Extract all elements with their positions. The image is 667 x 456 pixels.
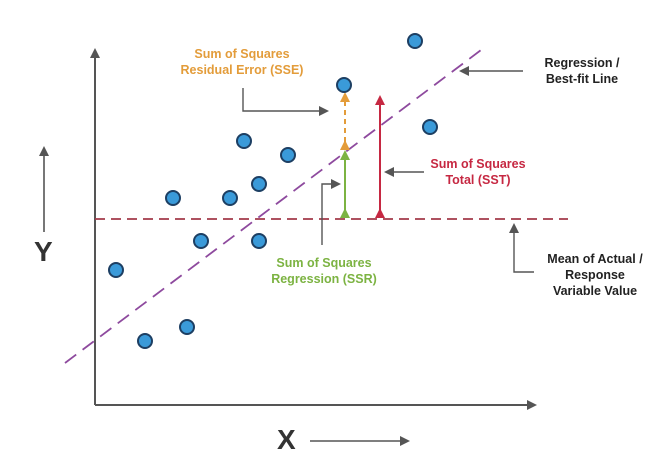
sst-label: Sum of Squares Total (SST): [413, 156, 543, 188]
ssr-label: Sum of Squares Regression (SSR): [254, 255, 394, 287]
data-point: [251, 233, 267, 249]
mean-label: Mean of Actual / Response Variable Value: [536, 251, 654, 299]
x-axis-label: X: [277, 424, 296, 455]
sse-label-line1: Sum of Squares: [194, 47, 290, 61]
data-point: [251, 176, 267, 192]
mean-label-line1: Mean of Actual /: [547, 252, 643, 266]
ssr-label-line2: Regression (SSR): [271, 272, 377, 286]
data-point: [422, 119, 438, 135]
data-point: [137, 333, 153, 349]
ssr-label-line1: Sum of Squares: [276, 256, 372, 270]
mean-label-line2: Response: [565, 268, 625, 282]
regression-label-line1: Regression /: [544, 56, 620, 70]
mean-label-line3: Variable Value: [552, 284, 638, 298]
data-point: [193, 233, 209, 249]
regression-label: Regression / Best-fit Line: [527, 55, 637, 87]
data-point: [108, 262, 124, 278]
mean-callout: [509, 223, 534, 273]
data-point: [407, 33, 423, 49]
sse-label: Sum of Squares Residual Error (SSE): [172, 46, 312, 78]
sst-label-line2: Total (SST): [445, 173, 511, 187]
y-axis-label: Y: [34, 236, 53, 267]
sse-callout: [242, 88, 329, 116]
data-point: [336, 77, 352, 93]
data-point: [222, 190, 238, 206]
regression-label-line2: Best-fit Line: [545, 72, 619, 86]
data-points: [108, 33, 438, 349]
sse-label-line2: Residual Error (SSE): [180, 63, 304, 77]
data-point: [236, 133, 252, 149]
ssr-callout: [321, 179, 341, 245]
regression-line: [64, 46, 486, 364]
data-point: [165, 190, 181, 206]
data-point: [179, 319, 195, 335]
data-point: [280, 147, 296, 163]
sst-label-line1: Sum of Squares: [430, 157, 526, 171]
